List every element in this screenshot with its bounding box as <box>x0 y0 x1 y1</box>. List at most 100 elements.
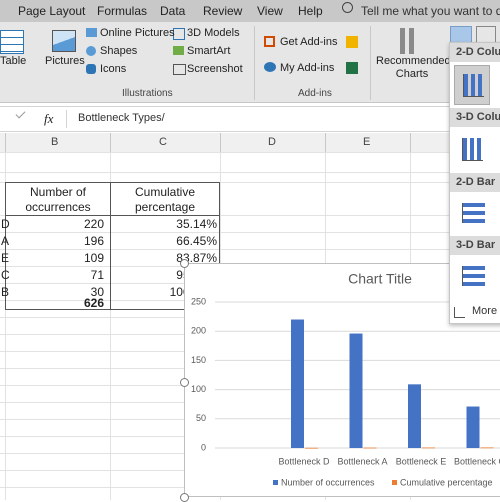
recommended-charts-icon[interactable] <box>400 28 424 54</box>
ribbon-button[interactable]: Get Add-ins <box>280 36 337 48</box>
search-icon[interactable] <box>342 2 353 13</box>
bar <box>481 447 494 448</box>
table-border <box>5 215 220 216</box>
ribbon-tab[interactable]: Help <box>298 4 323 18</box>
column-header[interactable]: C <box>159 136 167 148</box>
menu-more[interactable]: More <box>472 305 497 317</box>
cell-number[interactable]: 196 <box>6 234 104 248</box>
resize-handle[interactable] <box>180 493 189 502</box>
bar <box>422 448 435 449</box>
x-tick-label: Bottleneck C <box>454 456 500 466</box>
cell-number[interactable]: 220 <box>6 217 104 231</box>
ribbon-tab[interactable]: Page Layout <box>18 4 85 18</box>
get-addins-icon[interactable] <box>264 36 275 47</box>
ribbon-button[interactable]: Screenshot <box>187 63 243 75</box>
ribbon-tab[interactable]: Formulas <box>97 4 147 18</box>
chart-option[interactable] <box>454 130 488 168</box>
chart-option-icon <box>462 138 483 161</box>
cell-number[interactable]: 109 <box>6 251 104 265</box>
resize-handle[interactable] <box>180 259 189 268</box>
insert-function[interactable]: fx <box>44 111 53 127</box>
screenshot-icon[interactable] <box>173 64 186 75</box>
group-separator <box>370 26 371 100</box>
ribbon-button[interactable]: Recommended Charts <box>376 55 448 81</box>
resize-handle[interactable] <box>180 378 189 387</box>
ribbon-button[interactable]: Online Pictures <box>100 27 175 39</box>
shapes-icon[interactable] <box>86 46 96 56</box>
store-icon[interactable] <box>346 62 358 74</box>
menu-section-header: 3-D Column <box>450 108 500 127</box>
row-line <box>0 152 500 153</box>
my-addins-icon[interactable] <box>264 62 276 72</box>
x-tick-label: Bottleneck A <box>337 456 387 466</box>
ribbon-button[interactable]: 3D Models <box>187 27 240 39</box>
enter-check[interactable] <box>16 109 26 119</box>
formula-bar: fx Bottleneck Types/ <box>0 106 500 132</box>
chart-option-icon <box>463 74 484 97</box>
menu-section-header: 2-D Bar <box>450 173 500 192</box>
legend-label: Cumulative percentage <box>400 477 493 487</box>
column-header[interactable]: B <box>51 136 58 148</box>
y-tick-label: 50 <box>196 413 206 423</box>
pictures-icon[interactable] <box>52 30 76 52</box>
ribbon-tab[interactable]: View <box>257 4 283 18</box>
column-border <box>220 133 221 152</box>
ribbon-button[interactable]: My Add-ins <box>280 62 334 74</box>
formula-separator <box>66 110 67 128</box>
icons-icon[interactable] <box>86 64 96 74</box>
ribbon-tabs: Page Layout Formulas Data Review View Help Tel… <box>0 0 500 22</box>
menu-section-header: 3-D Bar <box>450 236 500 255</box>
ribbon-button[interactable]: Table <box>0 55 26 67</box>
chart-option[interactable] <box>454 195 488 233</box>
bar <box>408 384 421 448</box>
online-pictures-icon[interactable] <box>86 28 97 37</box>
menu-section-header: 2-D Column <box>450 43 500 62</box>
chart-option-icon <box>462 203 485 223</box>
ribbon-button[interactable]: Shapes <box>100 45 137 57</box>
bing-icon[interactable] <box>346 36 358 48</box>
x-tick-label: Bottleneck D <box>278 456 330 466</box>
column-border <box>110 133 111 152</box>
menu-more-icon <box>454 307 465 318</box>
header-cell[interactable]: Number of occurrences <box>6 185 110 215</box>
search-box[interactable]: Tell me what you want to do <box>361 4 500 18</box>
column-header[interactable]: D <box>268 136 276 148</box>
ribbon-button[interactable]: Pictures <box>45 55 85 67</box>
y-tick-label: 0 <box>201 442 206 452</box>
ribbon-tab[interactable]: Data <box>160 4 185 18</box>
ribbon-button[interactable]: Icons <box>100 63 126 75</box>
x-tick-label: Bottleneck E <box>396 456 447 466</box>
cell-percentage[interactable]: 66.45% <box>111 234 217 248</box>
column-border <box>410 133 411 152</box>
bar <box>291 320 304 448</box>
column-border <box>325 133 326 152</box>
y-tick-label: 200 <box>191 326 206 336</box>
y-tick-label: 150 <box>191 355 206 365</box>
cell-total[interactable]: 626 <box>6 296 104 310</box>
chart-option[interactable] <box>454 258 488 296</box>
column-header[interactable]: E <box>363 136 370 148</box>
formula-content[interactable]: Bottleneck Types/ <box>78 112 165 124</box>
chart-type-menu: 2-D Column 3-D Column 2-D Bar 3-D Bar More <box>449 42 500 324</box>
chart-option[interactable] <box>454 65 490 105</box>
y-tick-label: 250 <box>191 296 206 306</box>
legend-swatch <box>392 480 397 485</box>
bar <box>305 448 318 449</box>
bar <box>350 334 363 448</box>
ribbon-tab[interactable]: Review <box>203 4 242 18</box>
ribbon-group-label: Illustrations <box>122 88 173 99</box>
header-cell[interactable]: Cumulative percentage <box>111 185 219 215</box>
ribbon-group-label: Add-ins <box>298 88 332 99</box>
ribbon-button[interactable]: SmartArt <box>187 45 230 57</box>
cell-number[interactable]: 71 <box>6 268 104 282</box>
table-icon[interactable] <box>0 30 24 54</box>
smartart-icon[interactable] <box>173 46 184 55</box>
chart-option-icon <box>462 266 485 286</box>
column-headers: B C D E <box>0 133 500 153</box>
bar <box>364 448 377 449</box>
column-border <box>5 133 6 152</box>
y-tick-label: 100 <box>191 384 206 394</box>
cell-percentage[interactable]: 35.14% <box>111 217 217 231</box>
bar <box>467 407 480 448</box>
ribbon: Table Pictures Online Pictures Shapes Icons 3… <box>0 22 500 103</box>
